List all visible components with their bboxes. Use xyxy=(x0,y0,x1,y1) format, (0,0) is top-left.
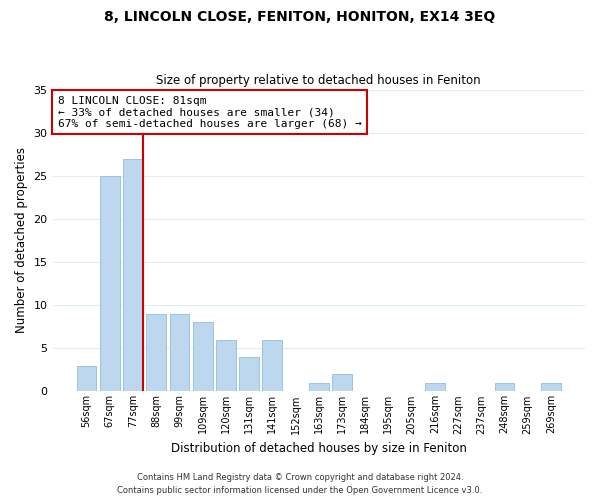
Bar xyxy=(146,314,166,392)
Bar xyxy=(100,176,119,392)
Bar xyxy=(262,340,282,392)
Bar xyxy=(309,383,329,392)
Bar xyxy=(170,314,190,392)
Y-axis label: Number of detached properties: Number of detached properties xyxy=(15,148,28,334)
X-axis label: Distribution of detached houses by size in Feniton: Distribution of detached houses by size … xyxy=(171,442,467,455)
Bar xyxy=(239,357,259,392)
Text: 8 LINCOLN CLOSE: 81sqm
← 33% of detached houses are smaller (34)
67% of semi-det: 8 LINCOLN CLOSE: 81sqm ← 33% of detached… xyxy=(58,96,362,129)
Bar xyxy=(425,383,445,392)
Text: Contains HM Land Registry data © Crown copyright and database right 2024.
Contai: Contains HM Land Registry data © Crown c… xyxy=(118,474,482,495)
Bar xyxy=(77,366,97,392)
Bar xyxy=(541,383,561,392)
Bar xyxy=(494,383,514,392)
Title: Size of property relative to detached houses in Feniton: Size of property relative to detached ho… xyxy=(157,74,481,87)
Bar xyxy=(193,322,212,392)
Bar xyxy=(332,374,352,392)
Bar xyxy=(216,340,236,392)
Bar xyxy=(123,158,143,392)
Text: 8, LINCOLN CLOSE, FENITON, HONITON, EX14 3EQ: 8, LINCOLN CLOSE, FENITON, HONITON, EX14… xyxy=(104,10,496,24)
